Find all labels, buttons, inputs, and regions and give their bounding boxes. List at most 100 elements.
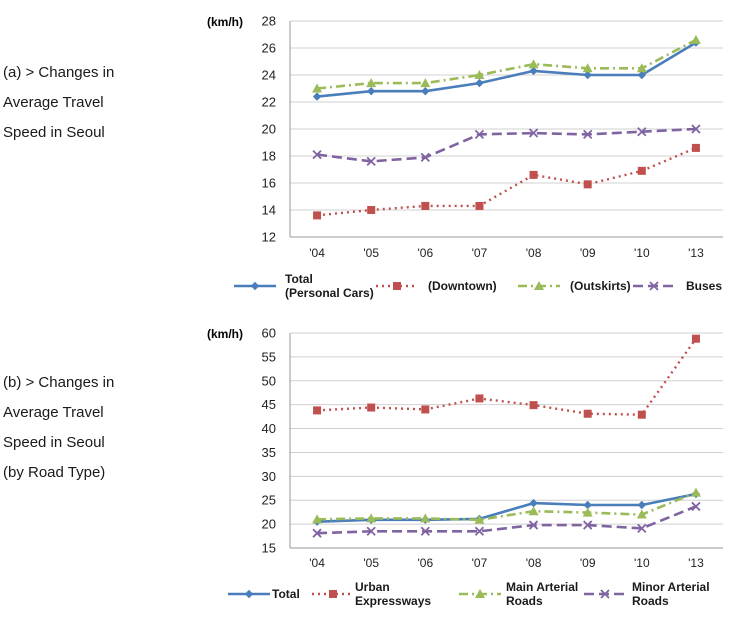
x-tick-label: '13: [688, 556, 704, 570]
square-marker: [313, 406, 322, 415]
caption-line: (a) > Changes in: [3, 64, 115, 81]
x-tick-label: '10: [634, 556, 650, 570]
diamond-marker: [475, 78, 484, 88]
y-axis-unit: (km/h): [207, 327, 243, 341]
x-marker: [528, 520, 539, 530]
series-line: [317, 338, 697, 416]
triangle-marker: [690, 34, 701, 44]
caption-line: Average Travel: [3, 94, 104, 111]
series-3: [312, 501, 701, 538]
x-tick-label: '07: [472, 556, 488, 570]
legend-label: Urban: [355, 580, 390, 594]
legend-item: Total(Personal Cars): [234, 272, 374, 300]
x-tick-label: '05: [363, 556, 379, 570]
y-axis-unit: (km/h): [207, 15, 243, 29]
square-marker: [367, 206, 376, 214]
diamond-marker: [366, 87, 376, 96]
diamond-marker: [583, 70, 592, 80]
x-tick-label: '05: [363, 246, 379, 260]
triangle-marker: [366, 78, 377, 88]
x-tick-label: '06: [417, 556, 433, 570]
y-tick-label: 26: [262, 41, 276, 56]
line-chart-b: (km/h) 15 20 25 30 35 40 45 50 55 60 '04 '05 '06 '07 '0…: [207, 326, 723, 608]
caption-line: Speed in Seoul: [3, 124, 105, 141]
triangle-marker: [528, 59, 539, 69]
y-tick-label: 28: [262, 14, 276, 29]
series-1: [313, 334, 700, 419]
series-3: [312, 124, 701, 167]
legend-item: (Downtown): [376, 279, 497, 293]
y-tick-label: 50: [262, 373, 276, 388]
diamond-marker: [637, 70, 647, 80]
square-marker: [583, 180, 592, 189]
square-marker: [475, 394, 484, 403]
caption-line: (b) > Changes in: [3, 374, 115, 391]
diamond-marker: [312, 92, 322, 101]
x-tick-label: '04: [309, 556, 325, 570]
x-marker: [583, 520, 593, 530]
chart-a-caption: (a) > Changes in Average Travel Speed in…: [3, 58, 114, 148]
legend-label: Minor Arterial: [632, 580, 710, 594]
legend-label: Expressways: [355, 594, 431, 608]
triangle-marker: [474, 514, 485, 524]
x-marker: [474, 526, 485, 536]
diamond-marker: [244, 589, 254, 599]
series-1: [313, 143, 700, 220]
diamond-marker: [421, 87, 430, 96]
square-marker: [329, 590, 337, 598]
square-marker: [421, 405, 430, 414]
triangle-marker: [582, 63, 593, 73]
square-marker: [475, 201, 484, 210]
triangle-marker: [474, 70, 485, 79]
triangle-marker: [690, 487, 701, 497]
y-tick-label: 14: [262, 203, 276, 218]
square-marker: [367, 403, 376, 412]
y-tick-label: 24: [262, 68, 276, 83]
x-marker: [312, 528, 322, 538]
legend-item: (Outskirts): [518, 279, 631, 293]
legend-label: Roads: [632, 594, 669, 608]
x-tick-label: '08: [526, 246, 542, 260]
y-tick-label: 22: [262, 95, 276, 110]
x-marker: [691, 124, 701, 134]
y-tick-label: 25: [262, 493, 276, 508]
y-tick-label: 35: [262, 445, 276, 460]
legend-label: Total: [285, 272, 313, 286]
square-marker: [393, 282, 401, 290]
legend-label: Main Arterial: [506, 580, 578, 594]
x-marker: [420, 152, 430, 162]
y-tick-label: 12: [262, 230, 276, 245]
x-marker: [691, 501, 701, 512]
triangle-marker: [312, 514, 323, 524]
diamond-marker: [637, 500, 647, 510]
x-marker: [583, 129, 593, 140]
triangle-marker: [475, 589, 485, 598]
x-tick-label: '13: [688, 246, 704, 260]
x-marker: [366, 156, 376, 167]
x-marker: [637, 523, 647, 534]
x-marker: [649, 281, 659, 291]
caption-line: Average Travel: [3, 404, 104, 421]
x-marker: [420, 526, 430, 536]
diamond-marker: [250, 281, 260, 291]
y-tick-label: 30: [262, 469, 276, 484]
y-tick-label: 55: [262, 349, 276, 364]
triangle-marker: [636, 63, 647, 73]
line-chart-a: (km/h) 12 14 16 18 20 22 24 26 28 '04 '05 '06 '07 '08 '…: [207, 14, 723, 300]
square-marker: [637, 166, 646, 175]
triangle-marker: [528, 506, 539, 516]
series-2: [312, 487, 701, 524]
square-marker: [691, 334, 700, 343]
x-tick-label: '04: [309, 246, 325, 260]
y-tick-label: 60: [262, 326, 276, 341]
square-marker: [691, 143, 700, 152]
y-tick-label: 40: [262, 421, 276, 436]
triangle-marker: [420, 78, 431, 88]
caption-line: Speed in Seoul: [3, 434, 105, 451]
legend-item: Buses: [633, 279, 722, 293]
square-marker: [583, 409, 592, 418]
